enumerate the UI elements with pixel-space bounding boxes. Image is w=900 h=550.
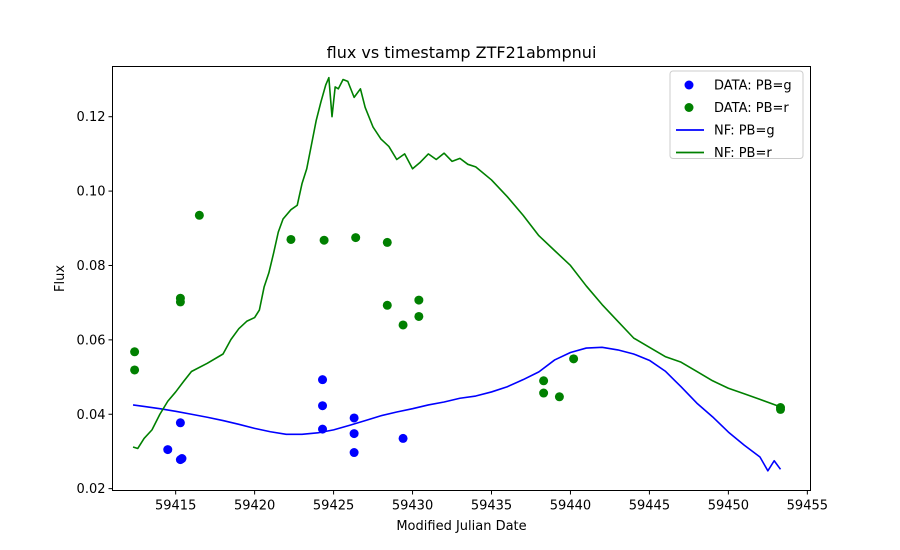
series-line-nf-pb-r [132, 76, 781, 450]
data-point-data-pb-r [539, 376, 549, 386]
y-axis: 0.02 0.04 0.06 0.08 0.10 0.12 [77, 110, 113, 497]
data-point-data-pb-g [349, 429, 359, 439]
x-tick-label: 59430 [392, 499, 433, 514]
chart-title: flux vs timestamp ZTF21abmpnui [327, 43, 597, 62]
x-tick-label: 59450 [708, 499, 749, 514]
series-layer [130, 76, 785, 472]
legend-label: NF: PB=g [714, 124, 775, 139]
data-point-data-pb-g [349, 448, 359, 458]
legend-marker-data-pb-r [684, 103, 694, 112]
data-point-data-pb-r [319, 235, 329, 245]
data-point-data-pb-r [175, 297, 185, 307]
data-point-data-pb-r [569, 354, 579, 364]
y-tick-label: 0.02 [77, 482, 106, 497]
legend-label: DATA: PB=r [714, 101, 789, 116]
x-tick-label: 59425 [313, 499, 354, 514]
data-point-data-pb-r [382, 300, 392, 310]
data-point-data-pb-g [318, 401, 328, 411]
legend: DATA: PB=g DATA: PB=r NF: PB=g NF: PB=r [669, 70, 804, 161]
data-point-data-pb-r [539, 388, 549, 398]
legend-marker-data-pb-g [684, 80, 694, 90]
x-tick-label: 59440 [550, 499, 591, 514]
data-point-data-pb-g [175, 418, 185, 428]
data-point-data-pb-r [554, 392, 564, 402]
x-axis: 59415 59420 59425 59430 59435 59440 59445 59450… [155, 490, 828, 514]
plot-area [112, 66, 811, 491]
x-tick-label: 59420 [234, 499, 275, 514]
data-point-data-pb-g [318, 424, 328, 434]
data-point-data-pb-g [398, 433, 408, 443]
data-point-data-pb-g [163, 445, 173, 455]
y-axis-label: Flux [53, 265, 68, 292]
y-tick-label: 0.06 [77, 333, 106, 348]
data-point-data-pb-r [776, 404, 785, 414]
series-line-nf-pb-g [132, 346, 782, 472]
axes-frame [112, 66, 811, 491]
legend-box [669, 70, 804, 159]
data-point-data-pb-r [414, 295, 424, 305]
data-point-data-pb-r [130, 365, 140, 375]
data-point-data-pb-r [398, 320, 408, 330]
data-point-data-pb-r [382, 237, 392, 247]
data-point-data-pb-r [130, 347, 140, 357]
data-point-data-pb-r [194, 210, 204, 220]
data-point-data-pb-g [349, 413, 359, 423]
x-tick-label: 59435 [471, 499, 512, 514]
data-point-data-pb-r [414, 311, 424, 321]
x-tick-label: 59455 [787, 499, 828, 514]
x-axis-label: Modified Julian Date [396, 519, 526, 534]
x-tick-label: 59445 [629, 499, 670, 514]
y-tick-label: 0.10 [77, 185, 106, 200]
legend-label: NF: PB=r [714, 146, 772, 161]
data-point-data-pb-g [177, 454, 187, 464]
data-point-data-pb-g [318, 375, 328, 385]
data-point-data-pb-r [286, 234, 296, 244]
legend-label: DATA: PB=g [714, 79, 792, 94]
data-point-data-pb-r [351, 233, 361, 243]
x-tick-label: 59415 [155, 499, 196, 514]
y-tick-label: 0.04 [77, 408, 106, 423]
y-tick-label: 0.08 [77, 259, 106, 274]
y-tick-label: 0.12 [77, 110, 106, 125]
